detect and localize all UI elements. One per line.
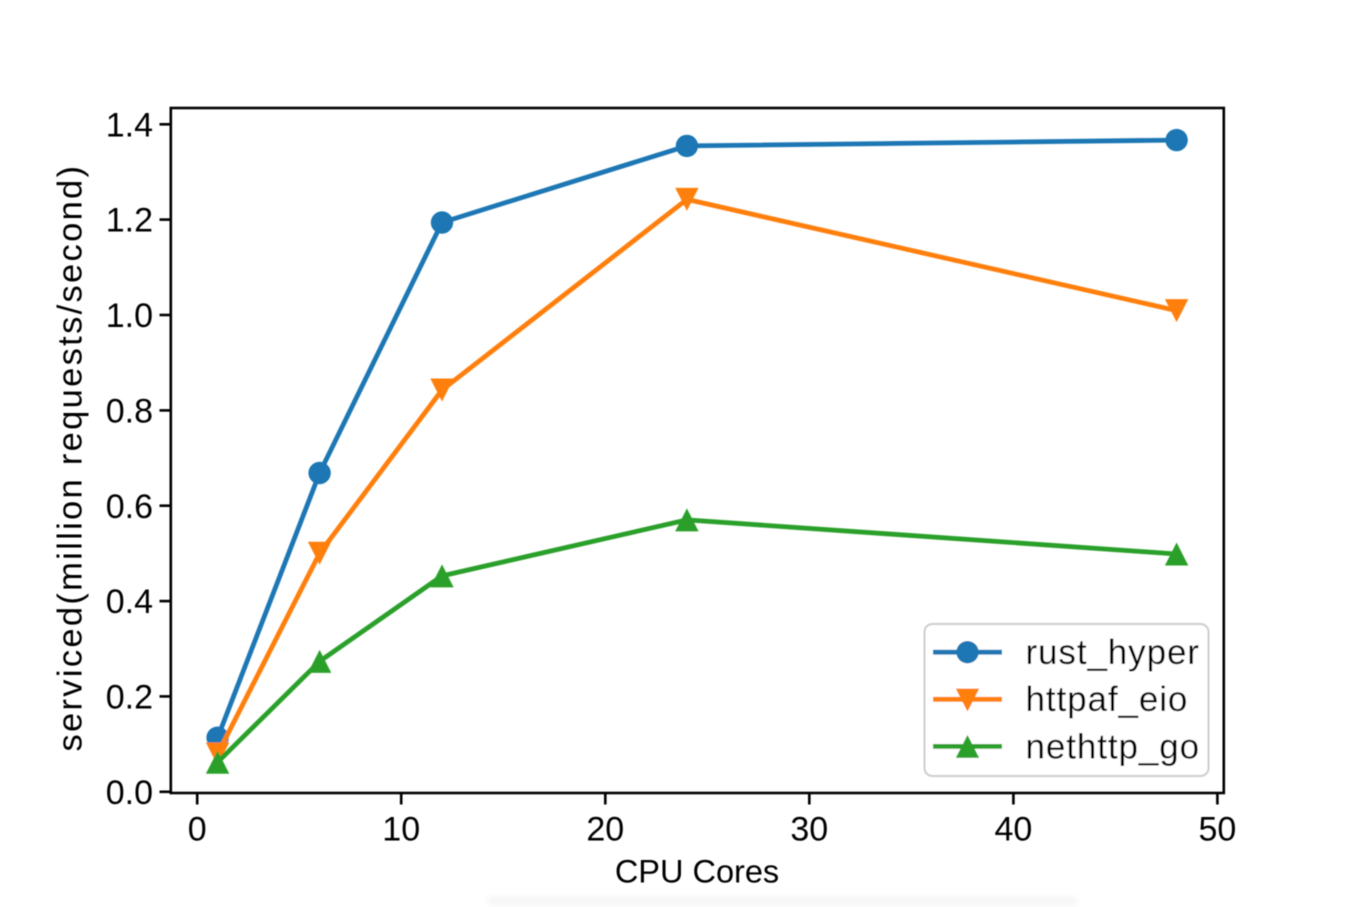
svg-text:0.8: 0.8 [106, 393, 153, 431]
svg-text:rust_hyper: rust_hyper [1026, 633, 1200, 672]
svg-text:0.0: 0.0 [106, 774, 153, 812]
svg-text:httpaf_eio: httpaf_eio [1026, 680, 1189, 719]
svg-text:30: 30 [790, 810, 828, 848]
svg-text:10: 10 [382, 810, 420, 848]
svg-text:20: 20 [586, 810, 624, 848]
svg-text:1.0: 1.0 [106, 297, 153, 335]
svg-text:1.4: 1.4 [106, 106, 153, 144]
svg-text:40: 40 [994, 810, 1032, 848]
svg-text:serviced(million requests/seco: serviced(million requests/second) [52, 164, 90, 752]
svg-text:50: 50 [1198, 810, 1236, 848]
svg-text:nethttp_go: nethttp_go [1026, 727, 1200, 766]
svg-text:CPU Cores: CPU Cores [615, 853, 779, 889]
svg-text:0: 0 [188, 810, 207, 848]
svg-text:1.2: 1.2 [106, 202, 153, 240]
svg-text:0.6: 0.6 [106, 488, 153, 526]
svg-text:0.2: 0.2 [106, 679, 153, 717]
svg-text:0.4: 0.4 [106, 583, 153, 621]
